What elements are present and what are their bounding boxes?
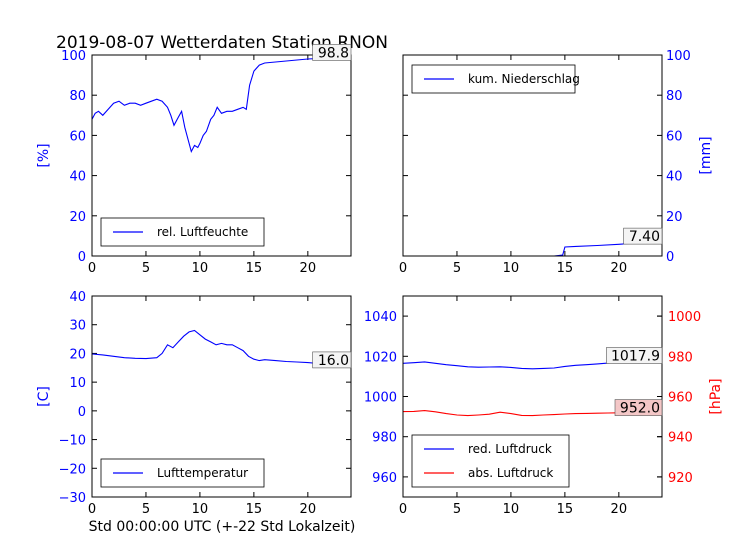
y-tick-label: 60 [69,129,86,144]
legend: red. Luftdruck abs. Luftdruck [411,434,570,488]
figure-title: 2019-08-07 Wetterdaten Station RNON [56,33,388,53]
y-right-tick-label: 940 [668,431,693,446]
legend-label: kum. Niederschlag [468,72,580,86]
series-line-lufttemperatur [92,329,351,366]
y-tick-label: 960 [372,471,397,486]
annotation-box [312,44,352,61]
x-tick-label: 5 [142,261,150,276]
legend: Lufttemperatur [100,458,265,488]
series-line-rel-luftfeuchte [92,56,351,153]
annotation-box [614,399,663,416]
legend-label: red. Luftdruck [468,442,552,456]
y-tick-label: 30 [69,319,86,334]
x-tick-label: 20 [611,502,628,517]
x-tick-label: 10 [192,502,209,517]
y-right-tick-label: 960 [668,391,693,406]
annotation-box [623,227,663,245]
x-tick-label: 15 [557,502,574,517]
y-tick-label: 980 [372,431,397,446]
plot-frame [91,54,352,257]
plot-frame [91,295,352,498]
x-tick-label: 5 [142,502,150,517]
y-right-tick-label: 920 [668,471,693,486]
y-tick-label: 1040 [364,310,397,325]
x-tick-label: 15 [557,261,574,276]
y-tick-label: −30 [59,491,86,506]
y-tick-label: 80 [69,89,86,104]
y-right-axis-label: [hPa] [708,378,724,414]
annotation-label: 7.40 [629,229,660,245]
x-tick-label: 20 [300,502,317,517]
legend: rel. Luftfeuchte [100,217,265,247]
y-tick-label: 10 [69,376,86,391]
x-tick-label: 0 [399,261,407,276]
y-tick-label: 20 [69,210,86,225]
y-tick-label: 80 [666,89,683,104]
y-axis-label: [%] [36,143,52,167]
y-tick-label: 1000 [364,391,397,406]
x-axis-label: Std 00:00:00 UTC (+-22 Std Lokalzeit) [89,519,356,535]
y-tick-label: 20 [666,210,683,225]
plot-frame [402,54,663,257]
x-tick-label: 0 [88,261,96,276]
panel-precipitation: 0 5 10 15 20 0 20 40 60 80 100 [mm] 7.40 kum. Nieders… [399,49,714,276]
legend-frame [411,434,570,488]
y-tick-label: 100 [666,49,691,64]
series-group [92,329,351,366]
x-tick-label: 5 [453,261,461,276]
y-tick-label: 60 [666,129,683,144]
y-axis-label: [mm] [698,136,714,174]
y-tick-label: −20 [59,462,86,477]
x-tick-label: 10 [192,261,209,276]
y-right-tick-label: 980 [668,350,693,365]
legend-label: Lufttemperatur [157,466,248,480]
y-right-tick-label: 1000 [668,310,701,325]
y-tick-label: 0 [666,250,674,265]
y-tick-label: 1020 [364,350,397,365]
x-tick-label: 0 [88,502,96,517]
y-tick-label: 40 [666,170,683,185]
y-tick-label: 40 [69,170,86,185]
x-tick-label: 15 [246,261,263,276]
x-tick-label: 15 [246,502,263,517]
legend-label: abs. Luftdruck [468,466,553,480]
annotation-box [606,347,663,364]
annotation-label: 1017.9 [611,349,660,365]
y-tick-label: 0 [78,250,86,265]
y-tick-label: −10 [59,434,86,449]
y-tick-label: 0 [78,405,86,420]
x-tick-label: 20 [611,261,628,276]
y-tick-label: 20 [69,347,86,362]
series-line-kum-niederschlag [403,240,662,256]
annotation-label: 16.0 [318,353,349,369]
series-group [92,56,351,153]
annotation-box [312,351,352,369]
x-tick-label: 10 [503,502,520,517]
y-tick-label: 100 [61,49,86,64]
x-tick-label: 0 [399,502,407,517]
annotation-label: 952.0 [620,401,660,417]
annotation-label: 98.8 [318,45,349,61]
x-tick-label: 20 [300,261,317,276]
y-axis-label: [C] [36,386,52,407]
legend: kum. Niederschlag [411,64,580,94]
legend-label: rel. Luftfeuchte [157,225,248,239]
series-group [403,240,662,256]
x-tick-label: 5 [453,502,461,517]
y-tick-label: 40 [69,290,86,305]
plot-frame [402,295,663,498]
panel-humidity: 0 5 10 15 20 0 20 40 60 80 100 [%] 98.8 rel. Luftfeuc… [36,44,352,276]
x-tick-label: 10 [503,261,520,276]
panel-temperature: 0 5 10 15 20 −30 −20 −10 0 10 20 30 40 [C] 16.0 Lufttem… [36,290,352,517]
panel-pressure: 0 5 10 15 20 960 980 1000 1020 1040 920 940 960 980 10… [364,295,724,517]
